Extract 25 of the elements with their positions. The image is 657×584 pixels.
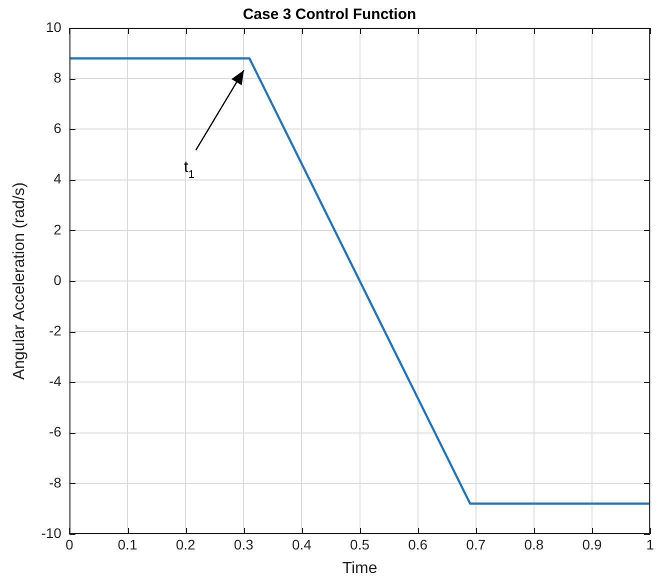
- x-tick-label: 0.1: [118, 536, 138, 552]
- y-tick-label: -8: [48, 474, 62, 490]
- y-tick-label: 8: [54, 69, 62, 86]
- y-tick-label: 4: [54, 170, 62, 187]
- x-tick-label: 0.2: [176, 536, 196, 552]
- x-tick-label: 0.8: [524, 536, 544, 552]
- y-tick-label: 10: [46, 18, 62, 35]
- x-tick-label: 0.4: [292, 536, 312, 552]
- x-tick-label: 0.7: [466, 536, 486, 552]
- y-tick-label: -10: [41, 524, 62, 541]
- y-tick-label: 2: [54, 221, 62, 238]
- y-tick-label: 6: [54, 120, 62, 136]
- y-tick-label: 0: [54, 272, 62, 288]
- x-tick-label: 0.9: [582, 536, 602, 552]
- x-tick-label: 0.6: [408, 536, 428, 552]
- y-tick-label: -4: [48, 373, 62, 390]
- y-tick-label: -6: [48, 424, 62, 440]
- chart-title: Case 3 Control Function: [242, 6, 416, 24]
- x-tick-label: 0: [66, 536, 74, 552]
- x-tick-label: 0.3: [234, 536, 254, 552]
- x-tick-label: 1: [646, 536, 654, 552]
- y-tick-label: -2: [48, 322, 62, 338]
- x-axis-title: Time: [342, 560, 378, 577]
- x-tick-label: 0.5: [350, 536, 370, 552]
- y-axis-title: Angular Acceleration (rad/s): [11, 182, 28, 380]
